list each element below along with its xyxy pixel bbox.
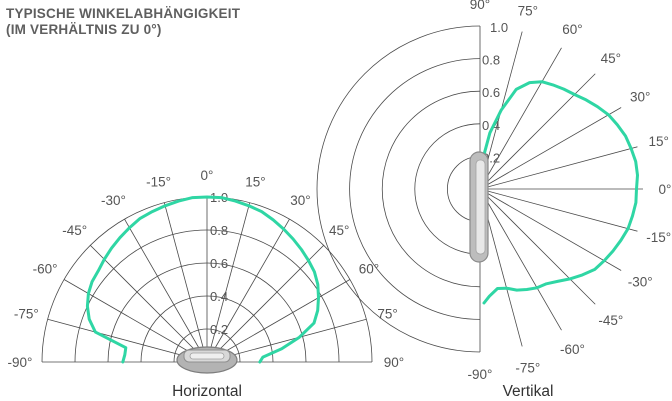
polar-spoke-horizontal-2: [63, 279, 208, 363]
polar-ring-vertikal-1: [447, 156, 481, 222]
polar-spoke-vertikal-8: [479, 107, 622, 190]
polar-spoke-vertikal-3: [479, 188, 596, 305]
angle-tick-label-horizontal-5: -15°: [146, 174, 171, 189]
caption-vertikal: Vertikal: [503, 383, 554, 400]
polar-ring-vertikal-4: [349, 58, 481, 320]
polar-spoke-horizontal-8: [206, 218, 290, 363]
polar-spoke-horizontal-4: [124, 218, 208, 363]
angle-tick-label-vertikal-0: -90°: [468, 367, 493, 382]
polar-spoke-vertikal-7: [479, 146, 638, 190]
polar-chart-horizontal: 0.20.40.60.81.0 -90°-75°-60°-45°-30°-15°…: [8, 168, 405, 400]
radial-tick-label-horizontal-1: 0.4: [210, 289, 228, 304]
angle-tick-label-vertikal-4: -30°: [628, 275, 653, 290]
angle-tick-label-horizontal-3: -45°: [62, 223, 87, 238]
angle-tick-label-horizontal-7: 15°: [245, 174, 265, 189]
sensor-device-icon-vertikal: [469, 151, 489, 263]
angle-tick-label-vertikal-6: 0°: [659, 182, 672, 197]
polar-spoke-vertikal-5: [479, 188, 638, 232]
caption-horizontal: Horizontal: [172, 383, 242, 400]
angle-tick-label-horizontal-11: 75°: [377, 307, 397, 322]
series-line-vertikal-0: [478, 80, 639, 305]
polar-ring-vertikal-5: [316, 25, 481, 353]
angle-tick-label-horizontal-6: 0°: [201, 168, 214, 183]
angle-tick-label-vertikal-5: -15°: [646, 230, 671, 245]
polar-spoke-horizontal-7: [206, 202, 251, 363]
polar-grid-horizontal: [41, 196, 373, 363]
angle-tick-label-horizontal-12: 90°: [384, 355, 404, 370]
chart-title-line-2: (IM VERHÄLTNIS ZU 0°): [6, 21, 162, 37]
radial-tick-label-horizontal-0: 0.2: [210, 322, 228, 337]
radial-tick-label-vertikal-2: 0.6: [482, 85, 500, 100]
angle-tick-label-horizontal-9: 45°: [329, 223, 349, 238]
radial-tick-label-horizontal-3: 0.8: [210, 223, 228, 238]
angle-tick-label-horizontal-0: -90°: [8, 355, 33, 370]
polar-spoke-horizontal-3: [90, 245, 208, 363]
angle-tick-label-vertikal-12: 90°: [470, 0, 490, 12]
angle-tick-label-horizontal-10: 60°: [359, 262, 379, 277]
radial-tick-label-horizontal-2: 0.6: [210, 256, 228, 271]
angle-tick-label-vertikal-3: -45°: [598, 313, 623, 328]
polar-spoke-vertikal-4: [479, 188, 622, 271]
polar-chart-vertikal: 0.20.40.60.81.0 -90° -75°-60°-45°-30°-15°…: [316, 0, 672, 400]
angle-tick-label-horizontal-1: -75°: [14, 307, 39, 322]
radial-tick-label-vertikal-4: 1.0: [490, 20, 508, 35]
polar-spoke-vertikal-10: [479, 47, 562, 190]
angle-tick-label-vertikal-10: 60°: [562, 22, 582, 37]
polar-spoke-vertikal-9: [479, 73, 596, 190]
angle-tick-label-vertikal-7: 15°: [648, 134, 668, 149]
polar-spoke-horizontal-10: [206, 279, 351, 363]
angle-tick-label-vertikal-2: -60°: [560, 342, 585, 357]
angle-tick-label-horizontal-4: -30°: [101, 193, 126, 208]
polar-spoke-horizontal-9: [206, 245, 324, 363]
radial-tick-label-vertikal-3: 0.8: [482, 53, 500, 68]
chart-title: TYPISCHE WINKELABHÄNGIGKEIT (IM VERHÄLTN…: [6, 6, 240, 37]
angle-tick-label-vertikal-9: 45°: [601, 51, 621, 66]
polar-ring-vertikal-2: [414, 123, 481, 255]
series-line-horizontal-0: [85, 195, 320, 364]
polar-spoke-vertikal-2: [479, 188, 562, 331]
angle-tick-label-horizontal-2: -60°: [33, 262, 58, 277]
sensor-device-icon-horizontal: [176, 346, 238, 374]
angle-tick-label-vertikal-11: 75°: [518, 3, 538, 18]
angle-tick-label-vertikal-1: -75°: [515, 361, 540, 376]
angle-tick-label-horizontal-8: 30°: [290, 193, 310, 208]
chart-title-line-1: TYPISCHE WINKELABHÄNGIGKEIT: [6, 6, 241, 21]
polar-ring-vertikal-3: [381, 90, 481, 288]
angle-tick-label-vertikal-8: 30°: [630, 90, 650, 105]
polar-spoke-horizontal-5: [163, 202, 208, 363]
